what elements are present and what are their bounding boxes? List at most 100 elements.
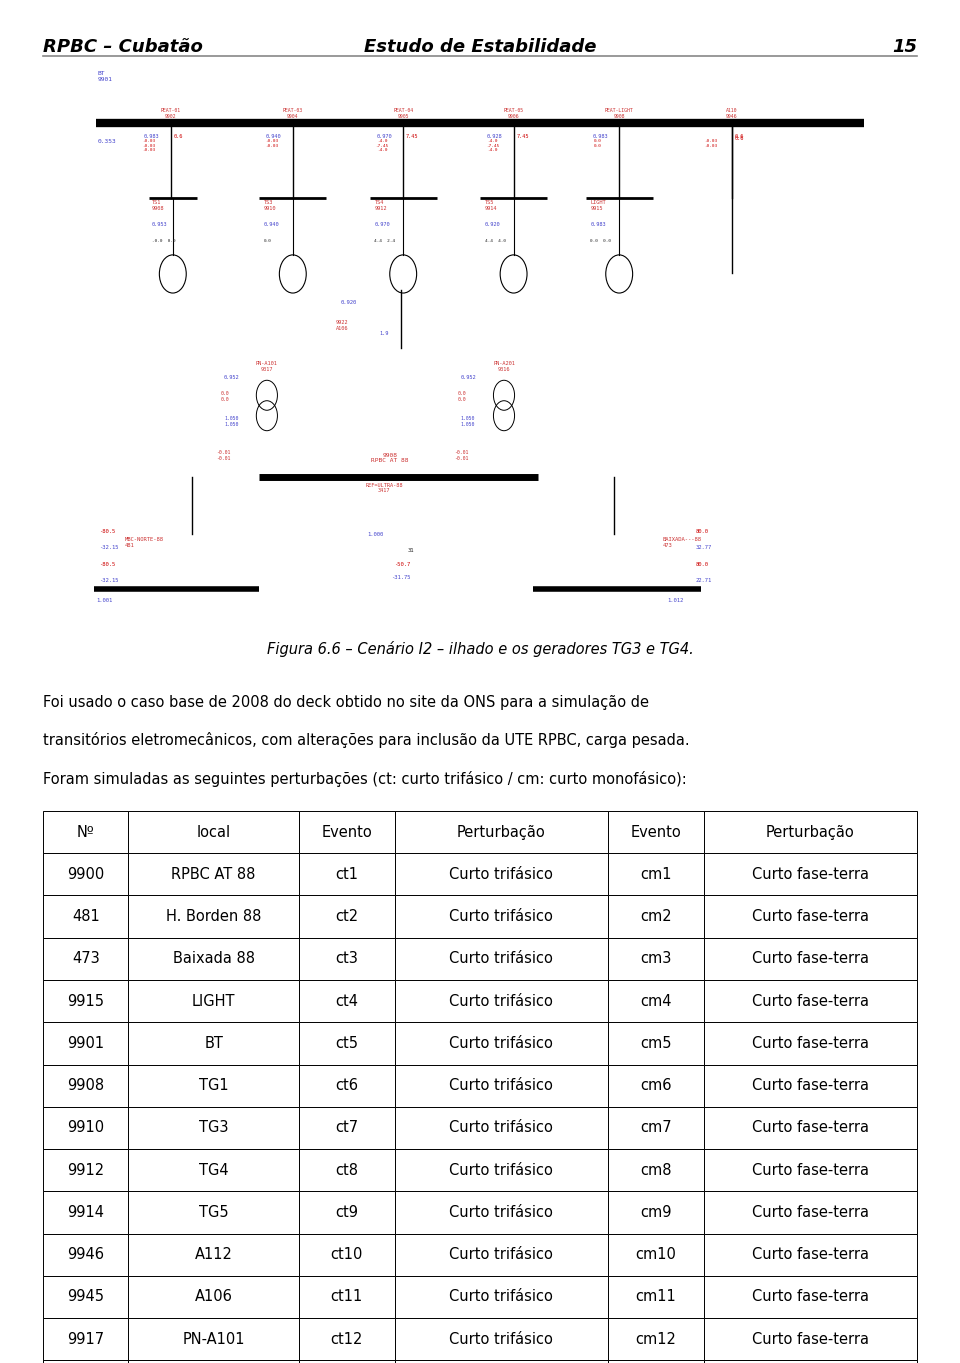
Text: 0.0
0.0: 0.0 0.0 xyxy=(221,391,229,402)
Text: LIGHT: LIGHT xyxy=(192,994,235,1009)
Bar xyxy=(43,853,129,895)
Bar xyxy=(608,811,704,853)
Text: REAT-05
9906: REAT-05 9906 xyxy=(504,108,523,119)
Text: Curto fase-terra: Curto fase-terra xyxy=(752,994,869,1009)
Text: Curto trifásico: Curto trifásico xyxy=(449,1289,553,1304)
Text: PN-A101
9317: PN-A101 9317 xyxy=(256,361,277,372)
Text: 80.0: 80.0 xyxy=(696,562,709,567)
Text: 9901: 9901 xyxy=(67,1036,105,1051)
Bar xyxy=(608,1360,704,1363)
Bar xyxy=(395,895,608,938)
Text: ct5: ct5 xyxy=(335,1036,358,1051)
Bar xyxy=(299,811,395,853)
Bar xyxy=(395,1191,608,1234)
Bar xyxy=(704,1149,917,1191)
Text: 481: 481 xyxy=(72,909,100,924)
Text: Curto trifásico: Curto trifásico xyxy=(449,1120,553,1135)
Text: 0.0
0.0: 0.0 0.0 xyxy=(458,391,467,402)
Text: 0.0
0.0: 0.0 0.0 xyxy=(594,139,602,147)
Bar xyxy=(299,895,395,938)
Text: REAT-04
9905: REAT-04 9905 xyxy=(394,108,413,119)
Text: -0.01
-0.01: -0.01 -0.01 xyxy=(216,450,230,461)
Text: Curto fase-terra: Curto fase-terra xyxy=(752,1332,869,1347)
Bar xyxy=(43,938,129,980)
Text: -80.5: -80.5 xyxy=(99,562,115,567)
Text: -0.0  0.0: -0.0 0.0 xyxy=(152,239,176,243)
Text: 0.920: 0.920 xyxy=(485,222,500,228)
Text: 1.000: 1.000 xyxy=(368,532,384,537)
Bar xyxy=(43,1107,129,1149)
Text: 9900: 9900 xyxy=(67,867,105,882)
Text: 0.6: 0.6 xyxy=(174,134,183,139)
Text: 9908
RPBC AT 88: 9908 RPBC AT 88 xyxy=(371,453,409,463)
Text: 15: 15 xyxy=(892,38,917,56)
Text: 0.983: 0.983 xyxy=(590,222,606,228)
Text: -0.03
-0.03: -0.03 -0.03 xyxy=(704,139,717,147)
Text: ct10: ct10 xyxy=(330,1247,363,1262)
Text: Curto trifásico: Curto trifásico xyxy=(449,994,553,1009)
Text: local: local xyxy=(197,825,230,840)
Bar xyxy=(704,1191,917,1234)
Text: Evento: Evento xyxy=(322,825,372,840)
Text: 0.928: 0.928 xyxy=(487,134,502,139)
Text: 0.920: 0.920 xyxy=(341,300,357,305)
Text: cm10: cm10 xyxy=(636,1247,676,1262)
Bar xyxy=(704,980,917,1022)
Text: Curto trifásico: Curto trifásico xyxy=(449,951,553,966)
Text: 31: 31 xyxy=(408,548,415,553)
Text: 9922
A106: 9922 A106 xyxy=(336,320,348,331)
Text: cm9: cm9 xyxy=(640,1205,672,1220)
Bar xyxy=(299,1234,395,1276)
Text: PN-A101: PN-A101 xyxy=(182,1332,245,1347)
Text: 7.45: 7.45 xyxy=(516,134,529,139)
Text: A110
9946: A110 9946 xyxy=(726,108,737,119)
Text: 9915: 9915 xyxy=(67,994,105,1009)
Bar xyxy=(704,1318,917,1360)
Text: REF=ULTRA-88
3417: REF=ULTRA-88 3417 xyxy=(365,483,403,493)
Bar xyxy=(299,1360,395,1363)
Text: REAT-01
9902: REAT-01 9902 xyxy=(161,108,180,119)
Text: 0.983: 0.983 xyxy=(592,134,608,139)
Bar xyxy=(129,938,299,980)
Text: 0.970: 0.970 xyxy=(374,222,390,228)
Text: cm1: cm1 xyxy=(640,867,672,882)
Text: Evento: Evento xyxy=(631,825,682,840)
Text: cm12: cm12 xyxy=(636,1332,676,1347)
Text: 1.012: 1.012 xyxy=(667,598,684,604)
Text: 32.77: 32.77 xyxy=(696,545,712,551)
Bar xyxy=(129,1360,299,1363)
Text: cm2: cm2 xyxy=(640,909,672,924)
Text: 1.9: 1.9 xyxy=(379,331,389,337)
Bar xyxy=(43,1022,129,1065)
Bar xyxy=(704,1360,917,1363)
Bar xyxy=(704,1276,917,1318)
Text: 4.4  2.4: 4.4 2.4 xyxy=(374,239,396,243)
Text: ct6: ct6 xyxy=(335,1078,358,1093)
Text: ct12: ct12 xyxy=(330,1332,363,1347)
Text: Baixada 88: Baixada 88 xyxy=(173,951,254,966)
Text: 0.0: 0.0 xyxy=(264,239,272,243)
Text: ct3: ct3 xyxy=(335,951,358,966)
Bar xyxy=(704,1234,917,1276)
Text: ct7: ct7 xyxy=(335,1120,358,1135)
Bar xyxy=(608,1149,704,1191)
Bar xyxy=(608,1107,704,1149)
Text: transitórios eletromecânicos, com alterações para inclusão da UTE RPBC, carga pe: transitórios eletromecânicos, com altera… xyxy=(43,732,690,748)
Text: Estudo de Estabilidade: Estudo de Estabilidade xyxy=(364,38,596,56)
Bar xyxy=(704,811,917,853)
Text: Perturbação: Perturbação xyxy=(457,825,545,840)
Text: 22.71: 22.71 xyxy=(696,578,712,583)
Text: Curto trifásico: Curto trifásico xyxy=(449,1078,553,1093)
Text: 1.050
1.050: 1.050 1.050 xyxy=(461,416,475,427)
Text: Curto fase-terra: Curto fase-terra xyxy=(752,1078,869,1093)
Bar xyxy=(395,980,608,1022)
Text: cm3: cm3 xyxy=(640,951,671,966)
Text: 80.0: 80.0 xyxy=(696,529,709,534)
Bar xyxy=(395,1065,608,1107)
Bar xyxy=(608,1234,704,1276)
Text: -80.5: -80.5 xyxy=(99,529,115,534)
Text: Curto fase-terra: Curto fase-terra xyxy=(752,909,869,924)
Text: TS4
9912: TS4 9912 xyxy=(374,200,387,211)
Bar xyxy=(704,853,917,895)
Text: LIGHT
9915: LIGHT 9915 xyxy=(590,200,606,211)
